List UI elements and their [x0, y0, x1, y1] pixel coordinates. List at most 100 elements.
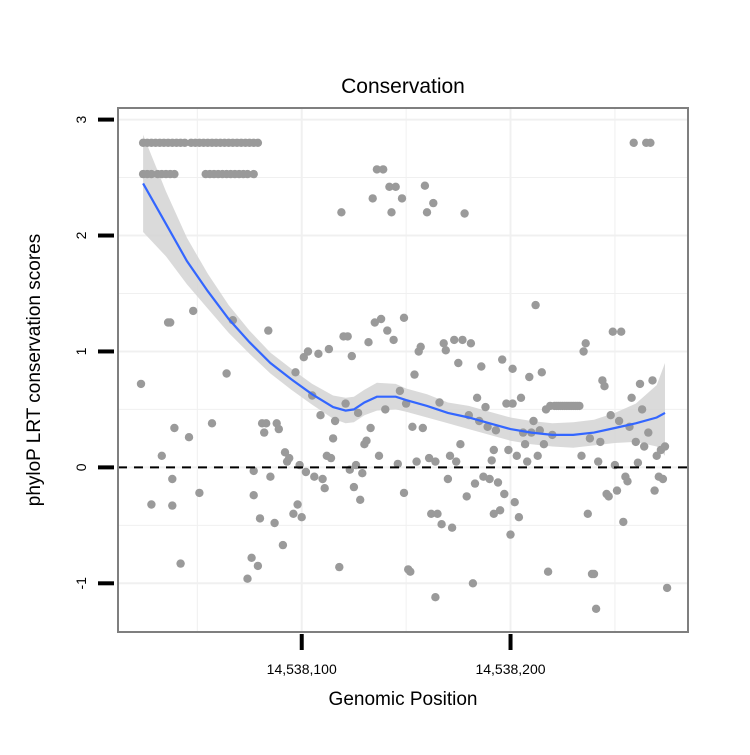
- data-point: [454, 358, 463, 368]
- data-point: [433, 509, 442, 518]
- data-point: [324, 344, 334, 354]
- data-point: [337, 208, 346, 217]
- data-point: [600, 382, 609, 391]
- data-point: [623, 477, 632, 486]
- data-point: [537, 368, 546, 377]
- data-point: [247, 553, 256, 562]
- data-point: [278, 540, 288, 550]
- data-point: [495, 506, 505, 515]
- data-point: [381, 405, 390, 414]
- data-point: [168, 474, 177, 484]
- axes: -1 0 1 2 3 14,538,100 14,538,200: [73, 115, 546, 677]
- data-point: [583, 509, 592, 518]
- data-point: [456, 440, 465, 449]
- data-point: [506, 530, 515, 539]
- data-point: [408, 422, 417, 431]
- data-point: [364, 338, 373, 347]
- data-point: [470, 479, 480, 488]
- data-point: [318, 474, 327, 484]
- data-point: [266, 472, 275, 481]
- data-point: [249, 466, 258, 476]
- data-point: [633, 458, 643, 467]
- data-point: [644, 428, 653, 437]
- confidence-band-layer: [143, 134, 666, 456]
- data-point: [170, 169, 179, 179]
- chart-title: Conservation: [341, 75, 465, 98]
- data-point: [477, 362, 486, 371]
- data-point: [416, 342, 425, 351]
- data-point: [502, 399, 511, 408]
- data-point: [491, 426, 501, 435]
- data-point: [604, 492, 613, 501]
- data-point: [362, 436, 371, 445]
- data-point: [529, 416, 538, 426]
- data-point: [447, 523, 457, 532]
- data-point: [543, 567, 553, 576]
- data-point: [195, 488, 204, 498]
- data-point: [297, 513, 306, 522]
- data-point: [481, 402, 490, 412]
- data-point: [180, 138, 189, 147]
- data-point: [489, 445, 498, 455]
- data-point: [189, 306, 198, 316]
- data-point: [418, 423, 427, 433]
- data-point: [243, 574, 252, 583]
- data-point: [349, 482, 359, 492]
- data-point: [379, 165, 388, 174]
- data-point: [157, 451, 166, 460]
- data-point: [585, 434, 595, 443]
- x-axis-title: Genomic Position: [329, 689, 478, 710]
- data-point: [520, 440, 530, 449]
- data-point: [650, 486, 659, 495]
- data-point: [660, 442, 670, 451]
- data-point: [301, 467, 311, 477]
- data-point: [389, 335, 398, 345]
- data-point: [508, 399, 517, 408]
- data-point: [662, 583, 672, 593]
- data-point: [437, 520, 446, 529]
- data-point: [589, 569, 599, 579]
- data-point: [429, 198, 438, 208]
- data-point: [427, 509, 436, 518]
- data-point: [280, 448, 290, 457]
- data-point: [458, 335, 467, 345]
- grid-lines: [118, 108, 688, 632]
- data-point: [504, 445, 513, 455]
- data-point: [422, 208, 432, 217]
- panel-border: [117, 107, 689, 633]
- data-point: [525, 372, 534, 382]
- data-point: [293, 500, 302, 509]
- data-point: [640, 442, 649, 451]
- data-point: [168, 501, 177, 510]
- data-point: [591, 604, 601, 613]
- data-point: [646, 138, 655, 147]
- data-point: [255, 514, 265, 523]
- data-point: [372, 165, 382, 174]
- data-point: [166, 318, 175, 327]
- data-point: [274, 424, 283, 434]
- data-point: [260, 428, 269, 437]
- data-point: [631, 437, 640, 447]
- data-point: [579, 347, 588, 356]
- data-point: [468, 579, 478, 588]
- data-point: [531, 300, 540, 310]
- data-point: [575, 401, 584, 411]
- data-point: [498, 355, 507, 364]
- data-point: [147, 500, 156, 509]
- data-point: [514, 513, 524, 522]
- data-point: [466, 339, 476, 348]
- data-point: [510, 498, 519, 507]
- data-point: [264, 326, 273, 335]
- data-point: [353, 408, 363, 418]
- data-point: [594, 457, 603, 466]
- data-point: [431, 457, 440, 466]
- data-point: [176, 559, 185, 568]
- data-point: [393, 459, 402, 469]
- data-point: [207, 419, 217, 428]
- data-point: [343, 332, 352, 341]
- data-point: [539, 440, 549, 449]
- data-point: [330, 416, 340, 426]
- data-point: [512, 451, 521, 460]
- data-point: [533, 451, 542, 460]
